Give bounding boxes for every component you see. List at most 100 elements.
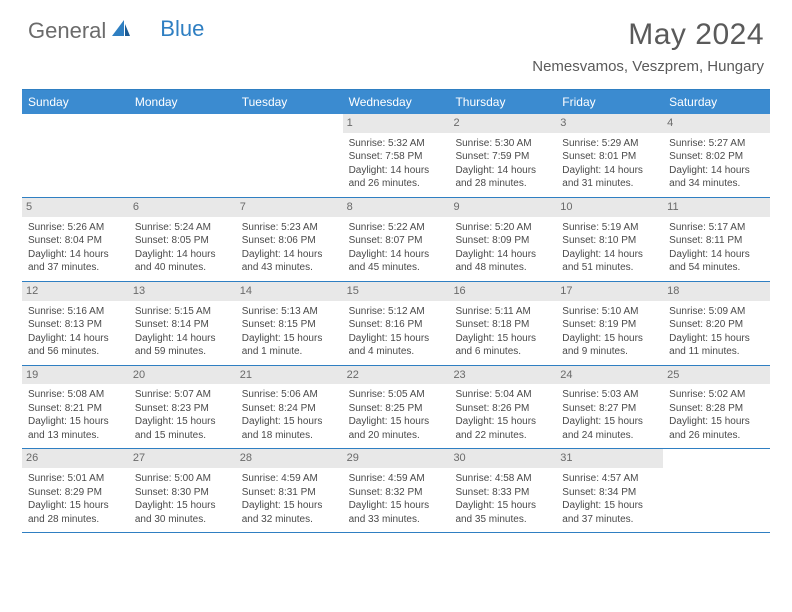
cell-detail-line: Sunset: 8:05 PM xyxy=(135,234,230,248)
cell-detail-line: Sunrise: 5:22 AM xyxy=(349,221,444,235)
cell-detail-line: Sunset: 8:23 PM xyxy=(135,402,230,416)
cell-detail-line: Daylight: 14 hours and 56 minutes. xyxy=(28,332,123,359)
cell-detail-line: Sunset: 8:29 PM xyxy=(28,486,123,500)
calendar-cell xyxy=(663,449,770,532)
calendar-cell: 6Sunrise: 5:24 AMSunset: 8:05 PMDaylight… xyxy=(129,198,236,281)
cell-detail-line: Sunrise: 5:12 AM xyxy=(349,305,444,319)
cell-detail-line: Sunset: 8:16 PM xyxy=(349,318,444,332)
day-number: 11 xyxy=(663,198,770,217)
cell-detail-line: Sunset: 8:25 PM xyxy=(349,402,444,416)
calendar-cell: 8Sunrise: 5:22 AMSunset: 8:07 PMDaylight… xyxy=(343,198,450,281)
week-row: 5Sunrise: 5:26 AMSunset: 8:04 PMDaylight… xyxy=(22,198,770,282)
day-number: 27 xyxy=(129,449,236,468)
calendar-cell: 23 Sunrise: 5:04 AMSunset: 8:26 PMDayligh… xyxy=(449,366,556,449)
location-text: Nemesvamos, Veszprem, Hungary xyxy=(532,58,764,75)
calendar-cell: 4Sunrise: 5:27 AMSunset: 8:02 PMDaylight… xyxy=(663,114,770,197)
day-number: 31 xyxy=(556,449,663,468)
cell-detail-line: Daylight: 15 hours and 15 minutes. xyxy=(135,415,230,442)
calendar: SundayMondayTuesdayWednesdayThursdayFrid… xyxy=(22,89,770,533)
cell-detail-line: Daylight: 14 hours and 26 minutes. xyxy=(349,164,444,191)
cell-detail-line: Sunrise: 5:23 AM xyxy=(242,221,337,235)
cell-detail-line: Sunset: 8:09 PM xyxy=(455,234,550,248)
day-header-cell: Monday xyxy=(129,90,236,114)
cell-detail-line: Sunrise: 5:26 AM xyxy=(28,221,123,235)
logo-text-general: General xyxy=(28,18,106,44)
day-number: 18 xyxy=(663,282,770,301)
header: General Blue May 2024 Nemesvamos, Veszpr… xyxy=(0,0,792,81)
cell-detail-line: Sunrise: 4:59 AM xyxy=(349,472,444,486)
cell-detail-line: Sunrise: 5:30 AM xyxy=(455,137,550,151)
cell-detail-line: Sunset: 8:14 PM xyxy=(135,318,230,332)
cell-detail-line: Daylight: 15 hours and 4 minutes. xyxy=(349,332,444,359)
cell-detail-line: Sunrise: 5:02 AM xyxy=(669,388,764,402)
cell-detail-line: Sunrise: 5:04 AM xyxy=(455,388,550,402)
weeks-container: 1Sunrise: 5:32 AMSunset: 7:58 PMDaylight… xyxy=(22,114,770,533)
calendar-cell: 11Sunrise: 5:17 AMSunset: 8:11 PMDayligh… xyxy=(663,198,770,281)
cell-detail-line: Sunset: 8:04 PM xyxy=(28,234,123,248)
logo: General Blue xyxy=(28,18,204,44)
cell-detail-line: Sunset: 7:59 PM xyxy=(455,150,550,164)
cell-detail-line: Sunrise: 5:11 AM xyxy=(455,305,550,319)
day-number: 8 xyxy=(343,198,450,217)
calendar-cell: 24Sunrise: 5:03 AMSunset: 8:27 PMDayligh… xyxy=(556,366,663,449)
cell-detail-line: Daylight: 14 hours and 51 minutes. xyxy=(562,248,657,275)
cell-detail-line: Sunrise: 5:20 AM xyxy=(455,221,550,235)
day-number: 14 xyxy=(236,282,343,301)
calendar-cell: 15Sunrise: 5:12 AMSunset: 8:16 PMDayligh… xyxy=(343,282,450,365)
calendar-cell: 25Sunrise: 5:02 AMSunset: 8:28 PMDayligh… xyxy=(663,366,770,449)
cell-detail-line: Daylight: 15 hours and 11 minutes. xyxy=(669,332,764,359)
day-number: 19 xyxy=(22,366,129,385)
week-row: 26Sunrise: 5:01 AMSunset: 8:29 PMDayligh… xyxy=(22,449,770,533)
cell-detail-line: Daylight: 15 hours and 22 minutes. xyxy=(455,415,550,442)
cell-detail-line: Sunrise: 5:29 AM xyxy=(562,137,657,151)
calendar-cell: 14Sunrise: 5:13 AMSunset: 8:15 PMDayligh… xyxy=(236,282,343,365)
cell-detail-line: Daylight: 15 hours and 9 minutes. xyxy=(562,332,657,359)
cell-detail-line: Sunrise: 5:27 AM xyxy=(669,137,764,151)
cell-detail-line: Sunrise: 5:03 AM xyxy=(562,388,657,402)
calendar-cell: 16Sunrise: 5:11 AMSunset: 8:18 PMDayligh… xyxy=(449,282,556,365)
cell-detail-line: Daylight: 15 hours and 26 minutes. xyxy=(669,415,764,442)
cell-detail-line: Sunrise: 5:32 AM xyxy=(349,137,444,151)
cell-detail-line: Sunset: 8:26 PM xyxy=(455,402,550,416)
calendar-cell: 5Sunrise: 5:26 AMSunset: 8:04 PMDaylight… xyxy=(22,198,129,281)
calendar-cell: 21Sunrise: 5:06 AMSunset: 8:24 PMDayligh… xyxy=(236,366,343,449)
day-number: 13 xyxy=(129,282,236,301)
day-header-cell: Saturday xyxy=(663,90,770,114)
calendar-cell: 9Sunrise: 5:20 AMSunset: 8:09 PMDaylight… xyxy=(449,198,556,281)
cell-detail-line: Sunset: 8:27 PM xyxy=(562,402,657,416)
day-header-cell: Thursday xyxy=(449,90,556,114)
cell-detail-line: Sunrise: 5:24 AM xyxy=(135,221,230,235)
cell-detail-line: Sunset: 8:31 PM xyxy=(242,486,337,500)
calendar-cell: 22Sunrise: 5:05 AMSunset: 8:25 PMDayligh… xyxy=(343,366,450,449)
cell-detail-line: Sunset: 8:06 PM xyxy=(242,234,337,248)
cell-detail-line: Sunrise: 4:57 AM xyxy=(562,472,657,486)
day-number: 21 xyxy=(236,366,343,385)
cell-detail-line: Daylight: 14 hours and 37 minutes. xyxy=(28,248,123,275)
calendar-cell: 31Sunrise: 4:57 AMSunset: 8:34 PMDayligh… xyxy=(556,449,663,532)
cell-detail-line: Daylight: 15 hours and 28 minutes. xyxy=(28,499,123,526)
day-header-cell: Sunday xyxy=(22,90,129,114)
day-number: 3 xyxy=(556,114,663,133)
day-number: 28 xyxy=(236,449,343,468)
calendar-cell: 30Sunrise: 4:58 AMSunset: 8:33 PMDayligh… xyxy=(449,449,556,532)
cell-detail-line: Daylight: 14 hours and 59 minutes. xyxy=(135,332,230,359)
day-number: 24 xyxy=(556,366,663,385)
day-number: 4 xyxy=(663,114,770,133)
cell-detail-line: Daylight: 15 hours and 18 minutes. xyxy=(242,415,337,442)
cell-detail-line: Daylight: 14 hours and 54 minutes. xyxy=(669,248,764,275)
cell-detail-line: Daylight: 14 hours and 28 minutes. xyxy=(455,164,550,191)
cell-detail-line: Sunset: 8:01 PM xyxy=(562,150,657,164)
cell-detail-line: Sunrise: 5:17 AM xyxy=(669,221,764,235)
day-number: 22 xyxy=(343,366,450,385)
cell-detail-line: Daylight: 14 hours and 48 minutes. xyxy=(455,248,550,275)
day-number: 16 xyxy=(449,282,556,301)
day-header-cell: Friday xyxy=(556,90,663,114)
day-number: 23 xyxy=(449,366,556,385)
cell-detail-line: Sunrise: 4:58 AM xyxy=(455,472,550,486)
calendar-cell: 20Sunrise: 5:07 AMSunset: 8:23 PMDayligh… xyxy=(129,366,236,449)
cell-detail-line: Daylight: 14 hours and 40 minutes. xyxy=(135,248,230,275)
calendar-cell: 19Sunrise: 5:08 AMSunset: 8:21 PMDayligh… xyxy=(22,366,129,449)
day-number: 29 xyxy=(343,449,450,468)
cell-detail-line: Sunrise: 5:10 AM xyxy=(562,305,657,319)
calendar-cell: 12Sunrise: 5:16 AMSunset: 8:13 PMDayligh… xyxy=(22,282,129,365)
